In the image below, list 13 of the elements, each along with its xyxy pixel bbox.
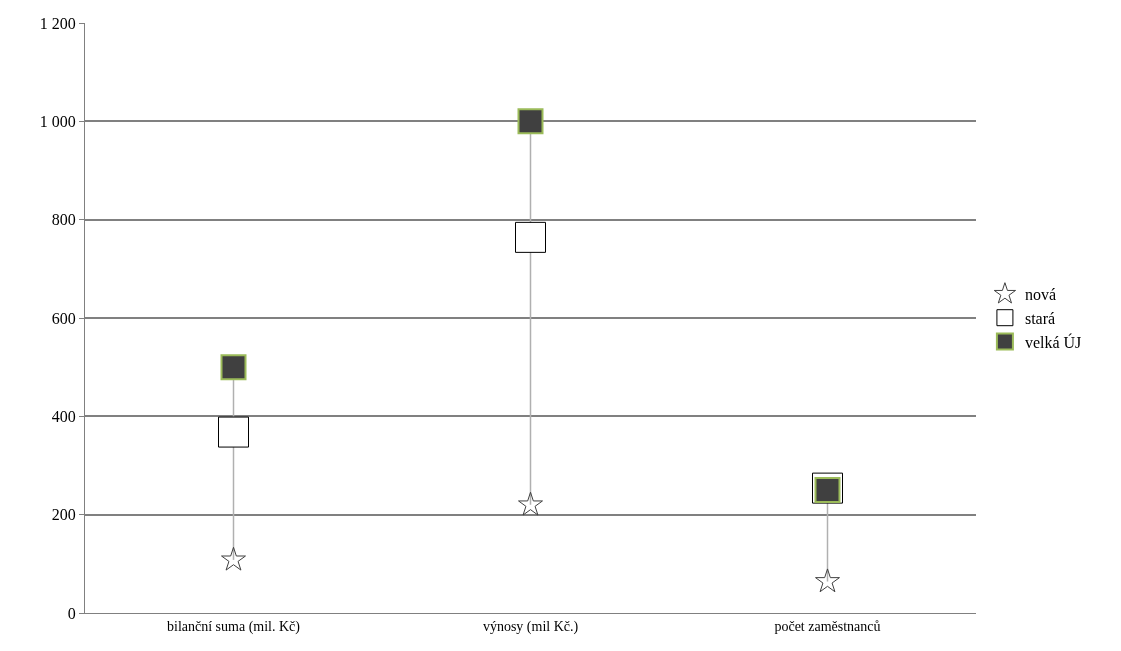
y-tick-label: 0	[67, 604, 76, 622]
y-tick-label: 1 200	[39, 14, 76, 32]
y-tick-label: 200	[51, 506, 76, 524]
y-tick-label: 800	[51, 211, 76, 229]
y-tick-label: 400	[51, 407, 76, 425]
y-tick-label: 600	[51, 309, 76, 327]
x-tick-label: počet zaměstnanců	[774, 618, 881, 634]
legend-label: velká ÚJ	[1024, 332, 1082, 351]
legend-label: stará	[1024, 309, 1056, 327]
y-tick-label: 1 000	[39, 112, 76, 130]
x-tick-label: výnosy (mil Kč.)	[482, 618, 579, 635]
x-tick-label: bilanční suma (mil. Kč)	[167, 618, 301, 635]
legend-label: nová	[1024, 286, 1057, 304]
